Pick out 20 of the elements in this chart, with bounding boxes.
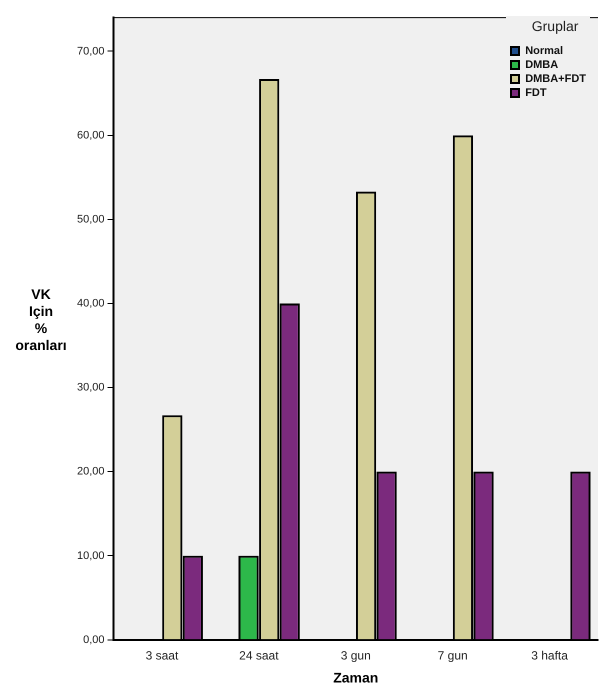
x-tick-label: 3 hafta (531, 648, 568, 662)
y-tick-label: 20,00 (76, 466, 105, 478)
x-tick-label: 3 gun (340, 648, 371, 662)
legend-label: FDT (525, 86, 547, 100)
y-tick-label: 10,00 (76, 550, 105, 562)
y-tick-label: 50,00 (76, 213, 105, 226)
y-axis-title: VK Için % oranları (14, 286, 68, 354)
legend-label: Normal (525, 44, 564, 58)
x-tick-label: 7 gun (438, 648, 468, 662)
y-tick-label: 30,00 (76, 382, 105, 394)
y-tick-label: 0,00 (83, 634, 105, 646)
legend-label: DMBA+FDT (525, 72, 586, 86)
x-tick-label: 3 saat (146, 648, 179, 662)
x-axis-title: Zaman (333, 669, 378, 686)
x-tick-label: 24 saat (239, 648, 280, 662)
legend-title: Gruplar (530, 18, 580, 34)
y-tick-label: 70,00 (76, 45, 105, 58)
y-tick-label: 60,00 (76, 129, 105, 142)
y-tick-label: 40,00 (76, 298, 105, 310)
legend-label: DMBA (525, 58, 558, 72)
